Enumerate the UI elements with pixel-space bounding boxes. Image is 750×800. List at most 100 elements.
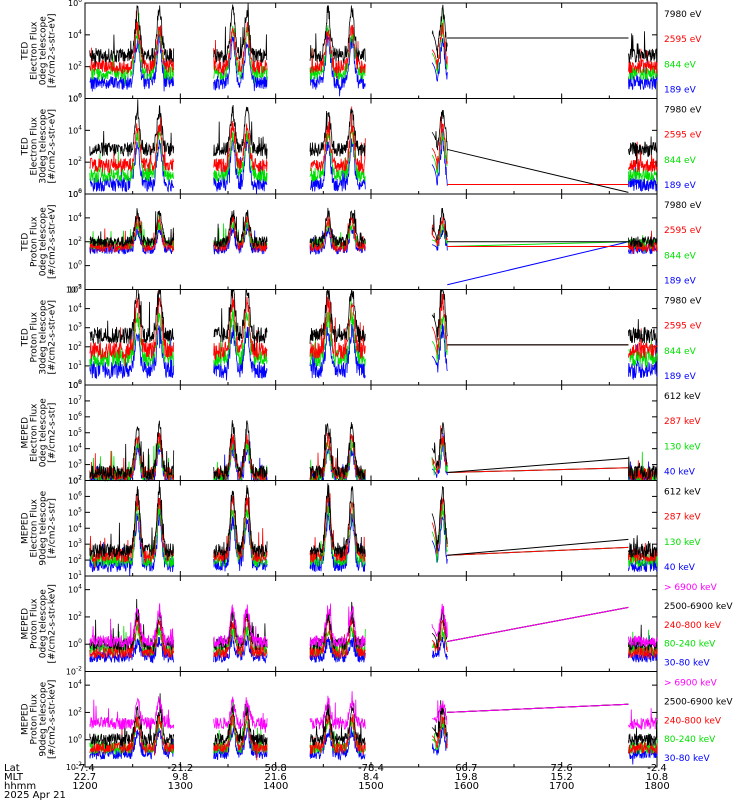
y-tick-label: 100: [68, 379, 82, 390]
series-trace: [213, 703, 268, 747]
y-tick-label: 104: [68, 212, 82, 223]
y-axis-label-line: [#/cm2-s-str]: [48, 498, 58, 558]
y-axis-label-line: TED: [21, 42, 31, 61]
legend-label: 844 eV: [664, 156, 697, 166]
series-trace: [431, 4, 448, 59]
x-axis-mlt-value: 21.6: [265, 772, 287, 783]
y-tick-label: 100: [68, 734, 82, 745]
y-tick-label: 108: [68, 379, 82, 390]
x-axis-hhmm-value: 1300: [168, 781, 193, 792]
series-trace: [628, 740, 658, 755]
series-trace: [628, 635, 658, 648]
series-trace: [309, 24, 366, 79]
series-trace: [309, 493, 366, 563]
series-trace: [431, 700, 448, 738]
legend-label: 7980 eV: [664, 297, 702, 307]
y-tick-label: 105: [68, 506, 82, 517]
y-axis-label-line: 90deg telescope: [39, 490, 49, 565]
series-trace: [213, 120, 268, 173]
x-axis-lat-value: 72.6: [551, 763, 573, 774]
y-tick-label: 106: [68, 188, 82, 199]
series-trace: [628, 141, 658, 173]
legend-label: 844 eV: [664, 251, 697, 261]
series-trace: [431, 289, 448, 341]
series-trace: [309, 289, 366, 353]
x-axis-mlt-value: 8.4: [363, 772, 379, 783]
series-trace: [431, 128, 448, 176]
series-trace: [431, 486, 448, 551]
legend-label: 40 keV: [664, 468, 696, 478]
legend-label: 30-80 keV: [664, 754, 710, 764]
series-trace: [89, 693, 175, 749]
series-trace: [309, 138, 366, 192]
series-trace: [89, 492, 175, 569]
series-trace: [309, 501, 366, 573]
y-axis-label-line: Proton Flux: [30, 598, 40, 649]
series-trace: [628, 167, 658, 182]
y-axis-label: TED Proton Flux 0deg telescope [#/cm2-s-str…: [21, 204, 58, 279]
legend-label: 2595 eV: [664, 35, 702, 45]
series-trace: [309, 713, 366, 756]
series-trace: [431, 422, 448, 469]
legend-label: 2595 eV: [664, 322, 702, 332]
series-trace: [431, 110, 448, 151]
x-axis-mlt-value: 9.8: [172, 772, 188, 783]
series-trace: [628, 319, 658, 344]
y-tick-label: 105: [68, 284, 82, 295]
y-tick-label: 104: [68, 584, 82, 595]
series-trace: [431, 220, 448, 251]
y-tick-label: 101: [68, 570, 82, 581]
plot-frame: [84, 384, 658, 481]
series-trace: [628, 235, 658, 249]
y-axis-label-line: TED: [21, 328, 31, 347]
y-axis-label-line: MEPED: [21, 417, 31, 449]
date-label: 2025 Apr 21: [4, 790, 66, 800]
chart-panel-2: 100 102 104 106 TED Electron Flux 30deg telesc…: [21, 93, 703, 200]
y-tick-label: 106: [68, 93, 82, 104]
x-axis-mlt-value: 19.8: [455, 772, 477, 783]
legend-label: > 6900 keV: [664, 583, 718, 593]
series-trace: [213, 104, 268, 160]
series-trace: [431, 22, 448, 70]
series-trace: [628, 456, 658, 481]
y-axis-label: TED Proton Flux 30deg telescope [#/cm2-s-st…: [21, 299, 58, 374]
y-tick-label: 102: [68, 61, 82, 72]
y-tick-label: 102: [68, 156, 82, 167]
y-axis-label-line: Electron Flux: [30, 21, 40, 80]
series-gap-line: [447, 241, 629, 286]
chart-panel-5: 102 103 104 105 106 107 108 MEPED Electron Flux 0…: [21, 379, 702, 486]
legend-label: 2500-6900 keV: [664, 602, 733, 612]
series-trace: [431, 214, 448, 247]
x-axis-hhmm-value: 1600: [454, 781, 479, 792]
series-trace: [309, 629, 366, 663]
series-trace: [213, 2, 268, 63]
series-trace: [213, 603, 268, 649]
series-trace: [309, 691, 366, 730]
y-axis-label: MEPED Proton Flux 90deg telescope [#/cm2-s-…: [21, 680, 58, 759]
series-trace: [431, 603, 448, 638]
series-trace: [309, 5, 366, 64]
series-trace: [309, 323, 366, 379]
legend-label: 130 keV: [664, 538, 701, 548]
legend-label: 2595 eV: [664, 226, 702, 236]
series-trace: [628, 230, 658, 255]
series-trace: [213, 209, 268, 250]
series-trace: [628, 535, 658, 559]
series-trace: [309, 603, 366, 649]
legend-label: 7980 eV: [664, 106, 702, 116]
series-trace: [89, 99, 175, 157]
legend-label: 40 keV: [664, 563, 696, 573]
x-axis-lat-value: 50.8: [265, 763, 287, 774]
y-tick-label: 100: [68, 93, 82, 104]
series-trace: [89, 420, 175, 481]
x-axis-lat-value: -78.4: [358, 763, 384, 774]
series-trace: [309, 296, 366, 360]
y-tick-label: 10-2: [66, 666, 82, 677]
y-axis-label-line: [#/cm2-s-str-keV]: [48, 584, 58, 663]
series-trace: [89, 12, 175, 85]
x-axis-lat-value: -21.2: [167, 763, 193, 774]
series-trace: [89, 312, 175, 368]
y-axis-label-line: MEPED: [21, 703, 31, 735]
legend-label: 7980 eV: [664, 201, 702, 211]
